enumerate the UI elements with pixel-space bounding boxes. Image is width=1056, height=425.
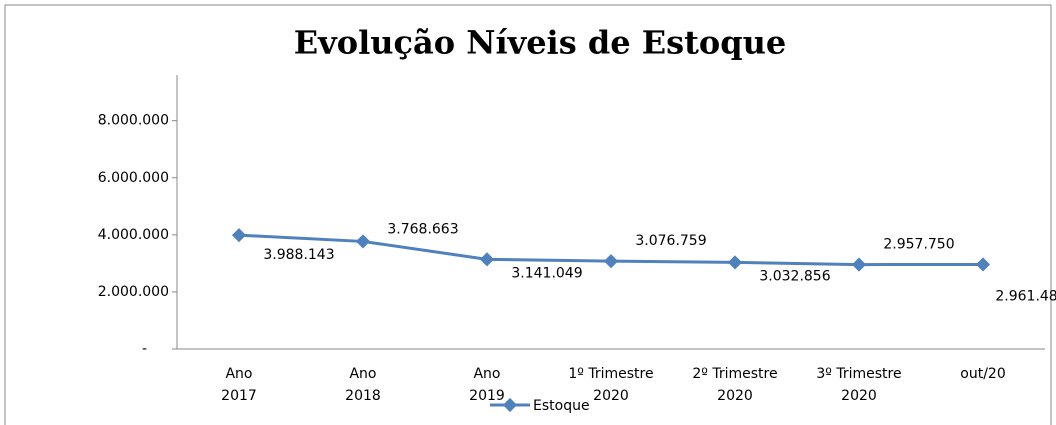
x-tick-label: 2020 [841,388,877,404]
data-label: 3.768.663 [387,221,458,237]
data-label: 2.957.750 [883,237,954,253]
data-label: 3.076.759 [635,233,706,249]
marker [851,257,867,272]
x-tick-label: 2019 [469,388,505,404]
y-tick-label: 8.000.000 [98,113,169,129]
y-tick-label: 2.000.000 [98,284,169,300]
x-tick-label: Ano [225,366,252,382]
chart-border [4,4,1052,425]
x-tick-label: 2º Trimestre [692,366,777,382]
legend-label: Estoque [533,398,590,414]
x-tick-label: 2020 [717,388,753,404]
data-label: 3.988.143 [263,247,334,263]
chart-title: Evolução Níveis de Estoque [294,24,787,62]
x-tick-label: Ano [349,366,376,382]
marker [727,255,743,270]
x-tick-label: 2018 [345,388,381,404]
x-tick-label: Ano [473,366,500,382]
y-tick-label: 6.000.000 [98,170,169,186]
y-tick-label: - [142,341,147,357]
marker [603,254,619,269]
marker [479,252,495,267]
y-tick-label: 4.000.000 [98,227,169,243]
x-tick-label: 1º Trimestre [568,366,653,382]
x-tick-label: 2017 [221,388,257,404]
x-tick-label: out/20 [960,366,1005,382]
data-label: 3.032.856 [759,268,830,284]
legend-marker [502,397,518,413]
data-label: 2.961.481 [995,288,1056,304]
marker [975,257,991,272]
marker [355,234,371,249]
data-label: 3.141.049 [511,265,582,281]
marker [231,228,247,243]
x-tick-label: 3º Trimestre [816,366,901,382]
x-tick-label: 2020 [593,388,629,404]
